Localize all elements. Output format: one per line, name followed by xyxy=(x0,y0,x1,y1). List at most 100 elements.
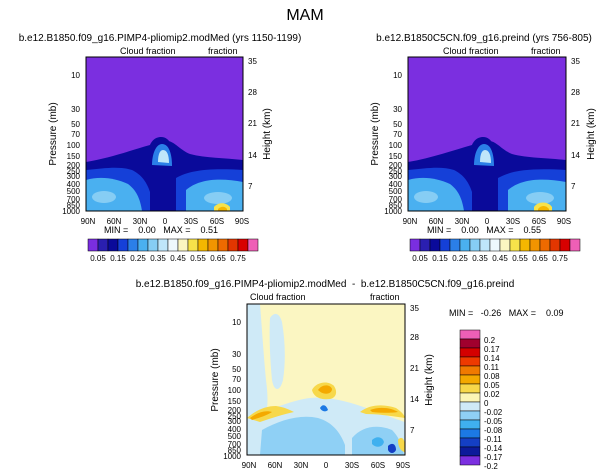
y-tick-label: 1000 xyxy=(62,207,80,216)
y2-axis: 35 28 21 14 7 Height (km) xyxy=(248,57,273,191)
colorbar-swatch xyxy=(489,238,501,252)
colorbar-swatch xyxy=(459,437,481,448)
colorbar-swatch xyxy=(97,238,109,252)
colorbar-label: 0.65 xyxy=(532,254,548,263)
y-tick-label: 400 xyxy=(389,180,403,189)
panel-title: b.e12.B1850.f09_g16.PIMP4-pliomip2.modMe… xyxy=(136,279,515,290)
colorbar-swatch xyxy=(519,238,531,252)
y-tick-label: 10 xyxy=(71,71,80,80)
plot-area xyxy=(247,304,405,455)
colorbar-swatch xyxy=(217,238,229,252)
y-tick-label: 30 xyxy=(71,105,80,114)
y-tick-label: 850 xyxy=(228,446,242,455)
y-tick-label: 30 xyxy=(393,105,402,114)
cloud-core-pale xyxy=(414,191,438,203)
y-axis: 10 30 50 70 100 150 200 250 300 400 500 … xyxy=(210,318,242,461)
colorbar-label: 0.45 xyxy=(170,254,186,263)
center-label: Cloud fraction xyxy=(120,46,176,56)
y-axis-label: Pressure (mb) xyxy=(48,102,59,165)
y2-axis-label: Height (km) xyxy=(424,354,435,406)
x-tick-label: 30N xyxy=(133,217,148,226)
colorbar-label: -0.2 xyxy=(484,462,498,471)
y-tick-label: 100 xyxy=(389,141,403,150)
colorbar-label: 0.05 xyxy=(484,381,500,390)
y-tick-label: 500 xyxy=(228,432,242,441)
y-tick-label: 200 xyxy=(67,161,81,170)
y-tick-label: 10 xyxy=(393,71,402,80)
colorbar-swatch xyxy=(559,238,571,252)
colorbar-label: -0.08 xyxy=(484,426,503,435)
y2-tick-label: 35 xyxy=(248,57,257,66)
y-tick-label: 850 xyxy=(389,201,403,210)
colorbar-swatch xyxy=(137,238,149,252)
y2-tick-label: 28 xyxy=(571,88,580,97)
y2-tick-label: 7 xyxy=(410,426,415,435)
y2-tick-label: 28 xyxy=(410,333,419,342)
colorbar-label: 0.02 xyxy=(484,390,500,399)
y-tick-label: 50 xyxy=(71,120,80,129)
colorbar-label: -0.05 xyxy=(484,417,503,426)
colorbar-label: 0.15 xyxy=(110,254,126,263)
colorbar-swatch xyxy=(237,238,249,252)
colorbar-label: 0.35 xyxy=(472,254,488,263)
colorbar-swatch xyxy=(529,238,541,252)
colorbar-label: 0 xyxy=(484,399,489,408)
colorbar-label: 0.45 xyxy=(492,254,508,263)
colorbar-swatch xyxy=(167,238,179,252)
y2-tick-label: 35 xyxy=(571,57,580,66)
y-tick-label: 250 xyxy=(228,412,242,421)
y-axis: 10 30 50 70 100 150 200 250 300 400 500 … xyxy=(370,71,403,216)
stats-text: MIN = 0.00 MAX = 0.55 xyxy=(427,225,541,235)
colorbar-swatch xyxy=(117,238,129,252)
y-tick-label: 200 xyxy=(228,406,242,415)
x-tick-label: 60N xyxy=(107,217,122,226)
y-tick-label: 500 xyxy=(389,187,403,196)
plot-frame xyxy=(85,56,244,212)
colorbar-swatch xyxy=(479,238,491,252)
colorbar-label: 0.75 xyxy=(552,254,568,263)
colorbar-label: -0.14 xyxy=(484,444,503,453)
center-label: Cloud fraction xyxy=(250,292,306,302)
colorbar-swatch xyxy=(459,365,481,376)
colorbar-swatch xyxy=(459,329,481,340)
x-tick-label: 30N xyxy=(294,461,309,470)
x-tick-label: 90S xyxy=(235,217,249,226)
colorbar-swatch xyxy=(207,238,219,252)
colorbar-swatch xyxy=(409,238,421,252)
colorbar-swatch xyxy=(419,238,431,252)
anomaly-blue-spike xyxy=(320,405,328,412)
cloud-core-pale xyxy=(204,192,232,204)
y-tick-label: 850 xyxy=(67,201,81,210)
right-label: fraction xyxy=(370,292,400,302)
colorbar-swatch xyxy=(459,392,481,403)
panel-title: b.e12.B1850.f09_g16.PIMP4-pliomip2.modMe… xyxy=(19,33,302,44)
panel-difference: b.e12.B1850.f09_g16.PIMP4-pliomip2.modMe… xyxy=(136,279,564,471)
y2-tick-label: 7 xyxy=(571,182,576,191)
anomaly-blue-spot xyxy=(372,437,384,447)
colorbar-swatch xyxy=(449,238,461,252)
colorbar-label: -0.11 xyxy=(484,435,502,444)
colorbar-label: 0.55 xyxy=(512,254,528,263)
colorbar-swatch xyxy=(247,238,259,252)
y2-tick-label: 7 xyxy=(248,182,253,191)
panel-modmed: b.e12.B1850.f09_g16.PIMP4-pliomip2.modMe… xyxy=(19,33,302,263)
y-tick-label: 200 xyxy=(389,161,403,170)
x-tick-label: 90N xyxy=(403,217,418,226)
colorbar-swatch xyxy=(459,410,481,421)
tower-core xyxy=(158,150,169,163)
y-axis: 10 30 50 70 100 150 200 250 300 400 500 … xyxy=(48,71,81,216)
y-tick-label: 250 xyxy=(67,167,81,176)
cloud-core-pale xyxy=(92,191,116,203)
y-tick-label: 1000 xyxy=(384,207,402,216)
marine-strat xyxy=(538,206,549,211)
anomaly-pale-blue xyxy=(269,313,285,389)
colorbar: 0.05 0.15 0.25 0.35 0.45 0.55 0.65 0.75 xyxy=(409,238,581,263)
x-tick-label: 90S xyxy=(396,461,410,470)
x-tick-label: 60S xyxy=(371,461,385,470)
anomaly-orange xyxy=(250,411,272,420)
colorbar-swatch xyxy=(459,401,481,412)
colorbar-label: -0.17 xyxy=(484,453,503,462)
plot-area xyxy=(86,57,243,211)
colorbar-swatch xyxy=(197,238,209,252)
